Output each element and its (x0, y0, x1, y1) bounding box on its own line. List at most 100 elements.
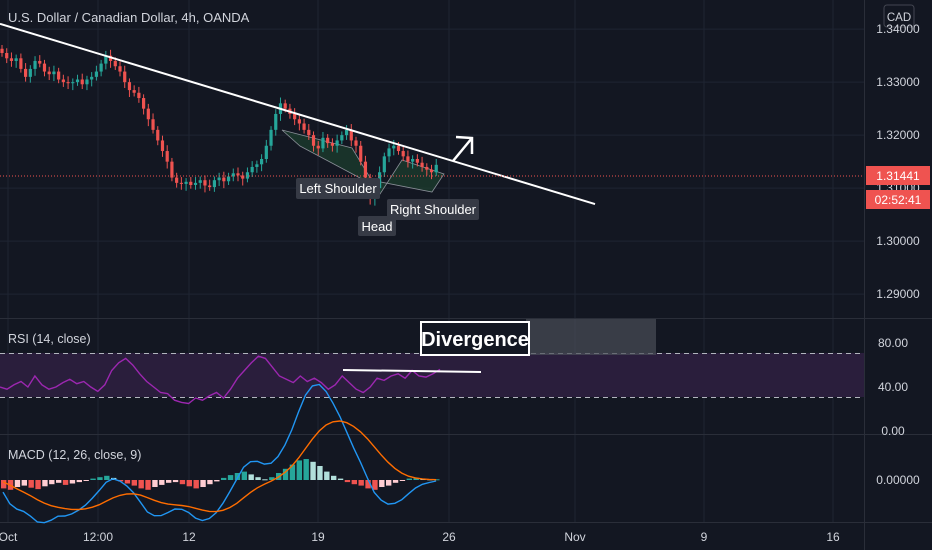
candle-body (321, 137, 325, 149)
head-text: Head (361, 219, 392, 234)
macd-histogram-bar (262, 479, 268, 481)
macd-histogram-bar (124, 480, 131, 484)
candle-body (387, 148, 391, 157)
candle-body (170, 161, 174, 178)
candle-body (0, 48, 4, 53)
candle-body (175, 177, 179, 183)
rsi-line (0, 355, 441, 405)
macd-histogram-bar (83, 480, 89, 481)
candle-body (401, 151, 405, 157)
currency-button-label: CAD (887, 12, 911, 24)
macd-histogram-bar (49, 480, 55, 485)
macd-histogram-bar (351, 480, 357, 485)
candle-body (33, 60, 37, 69)
price-tick-label: 1.32000 (876, 128, 920, 142)
rsi-pane[interactable]: Divergence (0, 319, 864, 405)
right-shoulder-label[interactable]: Right Shoulder (387, 199, 479, 220)
candle-body (90, 76, 94, 80)
candle-body (326, 137, 330, 144)
macd-histogram-bar (310, 461, 316, 480)
time-tick-label: 16 (826, 530, 840, 544)
candle-body (226, 176, 231, 182)
price-pane[interactable]: Left Shoulder Head Right Shoulder (0, 22, 864, 236)
candle-body (311, 135, 316, 146)
candle-body (349, 129, 353, 141)
macd-histogram-bar (234, 473, 241, 480)
macd-histogram-bar (413, 477, 419, 480)
macd-histogram-bar (248, 474, 254, 480)
candle-body (28, 68, 32, 77)
macd-histogram-bar (324, 471, 330, 480)
candle-body (363, 161, 368, 178)
macd-histogram-bar (186, 480, 192, 487)
currency-button[interactable]: CAD (883, 4, 915, 28)
currency-button-border (883, 4, 915, 28)
macd-histogram-bar (193, 480, 199, 489)
macd-histogram-bar (117, 480, 124, 482)
macd-histogram-bar (269, 477, 275, 480)
macd-histogram-bar (372, 480, 378, 490)
macd-histogram-bar (241, 471, 247, 480)
candle-body (5, 53, 9, 59)
time-tick-label: 12 (182, 530, 196, 544)
macd-histogram-bar (42, 480, 48, 487)
price-tick-label: 1.30000 (876, 234, 920, 248)
time-tick-label: Oct (0, 530, 18, 544)
candle-body (245, 172, 250, 179)
candle-body (66, 82, 70, 84)
price-tick-label: 1.29000 (876, 287, 920, 301)
candle-body (71, 82, 75, 84)
candle-body (406, 156, 410, 162)
candle-body (42, 63, 47, 72)
candle-body (160, 140, 165, 152)
candle-body (217, 177, 221, 181)
candle-body (99, 63, 103, 72)
candle-body (203, 180, 207, 186)
candle-body (316, 145, 320, 149)
last-price-value: 1.31441 (876, 169, 920, 183)
divergence-label-box (420, 321, 530, 356)
macd-histogram-bar (62, 480, 69, 485)
macd-pane[interactable] (1, 383, 440, 524)
candle-body (127, 82, 132, 91)
candle-body (344, 129, 349, 136)
macd-line (2, 383, 437, 524)
left-shoulder-label-bg (296, 178, 380, 199)
candle-body (198, 180, 202, 183)
rsi-divergence-line[interactable] (342, 369, 482, 373)
macd-histogram-bar (1, 480, 7, 489)
candle-body (165, 151, 169, 162)
price-axis[interactable]: 1.340001.330001.320001.310001.300001.290… (876, 22, 920, 487)
macd-histogram-bar (365, 480, 371, 489)
candle-body (274, 113, 278, 130)
candle-body (269, 129, 273, 146)
macd-tick-label: 0.00000 (876, 473, 920, 487)
candle-body (80, 79, 84, 85)
descending-trendline[interactable] (0, 22, 596, 206)
candle-body (425, 166, 429, 170)
last-price-badge: 1.31441 02:52:41 (866, 166, 930, 209)
macd-histogram-bar (138, 480, 144, 489)
candle-body (184, 181, 188, 184)
countdown-badge-bg (866, 190, 930, 209)
macd-histogram-bar (406, 478, 412, 480)
macd-histogram-bar (358, 480, 364, 486)
candle-body (236, 173, 240, 176)
macd-histogram-bar (131, 480, 137, 486)
macd-histogram-bar (399, 480, 406, 481)
time-axis[interactable]: Oct 12:00 12 19 26 Nov 9 16 (0, 530, 840, 544)
candle-body (293, 113, 297, 120)
head-label[interactable]: Head (358, 216, 396, 236)
candle-body (260, 159, 264, 165)
left-shoulder-label[interactable]: Left Shoulder (296, 178, 380, 199)
time-tick-label: Nov (564, 530, 585, 544)
divergence-label[interactable]: Divergence (420, 321, 530, 356)
macd-histogram-bar (152, 480, 158, 487)
candle-body (14, 58, 18, 61)
breakout-arrow[interactable] (452, 135, 474, 162)
macd-histogram-bar (104, 475, 110, 480)
macd-histogram-bar (90, 478, 96, 480)
candle-body (118, 66, 122, 72)
candle-body (179, 182, 183, 184)
